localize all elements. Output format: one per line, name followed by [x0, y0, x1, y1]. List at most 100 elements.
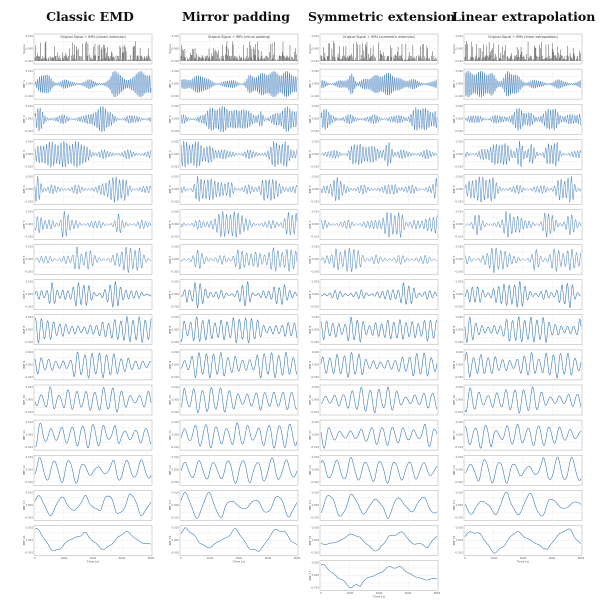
- imf-trace: [180, 281, 298, 309]
- panel-imf-11: 0.010 0.000 -0.010 IMF 11: [168, 419, 299, 451]
- y-tick-label: 0.010: [26, 210, 34, 214]
- y-tick-label: 0.010: [456, 69, 464, 73]
- x-tick-label: 2000: [61, 556, 68, 560]
- y-tick-label: -0.010: [25, 480, 34, 484]
- y-tick-label: 0.010: [312, 350, 320, 354]
- panel-subtitle: Original Signal + IMFs (linear extrapola…: [488, 35, 558, 39]
- y-tick-label: -0.010: [311, 270, 320, 274]
- y-tick-label: 0.010: [26, 385, 34, 389]
- panel-imf-12: 0.010 0.000 -0.010 IMF 12: [452, 455, 583, 486]
- y-tick-label: 0.000: [456, 47, 464, 51]
- x-tick-label: 6000: [119, 556, 126, 560]
- y-tick-label: -0.010: [25, 445, 34, 449]
- y-tick-label: 0.000: [26, 82, 34, 86]
- column-mirror-padding: Mirror padding 0.010 0.000 -0.010 Signal Ori…: [168, 0, 304, 610]
- imf-trace: [180, 492, 298, 519]
- panel-imf-1: 0.010 0.000 -0.010 IMF 1: [452, 68, 583, 100]
- y-tick-label: 0.000: [312, 468, 320, 472]
- panel-signal: 0.010 0.000 -0.010 Signal Original Signal + …: [308, 33, 439, 65]
- imf-trace: [34, 281, 152, 308]
- y-tick-label: 0.010: [172, 280, 180, 284]
- y-tick-label: -0.010: [25, 305, 34, 309]
- y-tick-label: 0.000: [26, 257, 34, 261]
- x-tick-label: 0: [320, 591, 322, 595]
- imf-trace: [464, 107, 582, 132]
- panel-imf-1: 0.010 0.000 -0.010 IMF 1: [168, 68, 299, 100]
- row-label: IMF 4: [168, 185, 172, 193]
- y-tick-label: 0.010: [312, 561, 320, 565]
- row-label: IMF 14: [452, 535, 456, 545]
- row-label: IMF 2: [308, 115, 312, 123]
- row-label: IMF 6: [168, 255, 172, 263]
- y-tick-label: -0.010: [311, 199, 320, 203]
- row-label: IMF 1: [452, 80, 456, 88]
- imf-trace: [180, 387, 298, 414]
- y-tick-label: -0.010: [311, 480, 320, 484]
- y-tick-label: -0.010: [171, 199, 180, 203]
- panel-imf-15: 0.010 0.000 -0.010 IMF 15 0 2000 4000 6000 8000 T…: [308, 560, 441, 599]
- imf-trace: [180, 246, 298, 273]
- y-tick-label: 0.000: [26, 187, 34, 191]
- y-tick-label: -0.010: [455, 445, 464, 449]
- y-tick-label: -0.010: [25, 164, 34, 168]
- y-tick-label: 0.000: [172, 82, 180, 86]
- y-tick-label: -0.010: [311, 515, 320, 519]
- y-tick-label: 0.010: [456, 315, 464, 319]
- y-tick-label: -0.010: [171, 270, 180, 274]
- y-tick-label: 0.000: [26, 152, 34, 156]
- panel-imf-2: 0.010 0.000 -0.010 IMF 2: [308, 103, 439, 135]
- y-tick-label: 0.010: [172, 174, 180, 178]
- row-label: IMF 4: [22, 185, 26, 193]
- y-tick-label: 0.010: [312, 420, 320, 424]
- y-tick-label: 0.010: [26, 420, 34, 424]
- y-tick-label: 0.000: [172, 538, 180, 542]
- row-label: IMF 3: [452, 150, 456, 158]
- y-tick-label: 0.010: [456, 210, 464, 214]
- y-tick-label: 0.010: [26, 280, 34, 284]
- y-tick-label: 0.010: [456, 525, 464, 529]
- y-tick-label: -0.010: [311, 59, 320, 63]
- imf-trace: [34, 140, 152, 168]
- row-label: IMF 14: [308, 535, 312, 545]
- row-label: IMF 6: [452, 255, 456, 263]
- y-tick-label: 0.010: [172, 104, 180, 108]
- y-tick-label: 0.000: [312, 82, 320, 86]
- y-tick-label: -0.010: [171, 235, 180, 239]
- column-title: Classic EMD: [46, 9, 134, 24]
- row-label: IMF 5: [308, 220, 312, 228]
- imf-trace: [320, 493, 438, 519]
- row-label: IMF 13: [168, 500, 172, 510]
- y-tick-label: 0.000: [172, 187, 180, 191]
- panel-imf-6: 0.010 0.000 -0.010 IMF 6: [308, 244, 439, 275]
- x-tick-label: 8000: [148, 556, 155, 560]
- imf-trace: [180, 70, 298, 98]
- panel-imf-10: 0.010 0.000 -0.010 IMF 10: [308, 384, 439, 416]
- panel-imf-13: 0.010 0.000 -0.010 IMF 13: [168, 490, 299, 521]
- y-tick-label: 0.010: [172, 385, 180, 389]
- row-label: IMF 11: [452, 430, 456, 440]
- imf-trace: [464, 528, 582, 554]
- y-tick-label: -0.010: [25, 515, 34, 519]
- y-tick-label: 0.010: [312, 385, 320, 389]
- panel-imf-1: 0.010 0.000 -0.010 IMF 1: [308, 68, 439, 100]
- y-tick-label: 0.010: [456, 245, 464, 249]
- row-label: IMF 5: [452, 220, 456, 228]
- y-tick-label: -0.010: [455, 340, 464, 344]
- y-tick-label: 0.010: [26, 34, 34, 38]
- x-tick-label: 8000: [434, 591, 441, 595]
- y-tick-label: 0.010: [456, 174, 464, 178]
- panel-imf-4: 0.010 0.000 -0.010 IMF 4: [452, 174, 583, 205]
- y-tick-label: -0.010: [171, 94, 180, 98]
- y-tick-label: 0.000: [312, 222, 320, 226]
- imf-trace: [34, 176, 152, 204]
- y-tick-label: 0.000: [456, 257, 464, 261]
- y-tick-label: 0.000: [172, 257, 180, 261]
- row-label: IMF 8: [452, 326, 456, 334]
- y-tick-label: -0.010: [455, 94, 464, 98]
- y-tick-label: 0.010: [456, 350, 464, 354]
- y-tick-label: -0.010: [455, 480, 464, 484]
- y-tick-label: 0.000: [456, 152, 464, 156]
- y-tick-label: 0.010: [312, 139, 320, 143]
- imf-trace: [180, 176, 298, 202]
- y-tick-label: -0.010: [25, 375, 34, 379]
